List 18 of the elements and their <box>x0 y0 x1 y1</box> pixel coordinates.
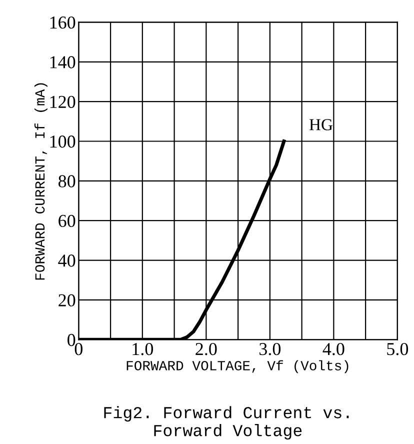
x-axis-title: FORWARD VOLTAGE, Vf (Volts) <box>126 360 348 374</box>
y-tick-label: 40 <box>58 254 76 267</box>
y-tick-label: 0 <box>68 334 76 346</box>
y-tick-label: 140 <box>50 56 76 68</box>
x-tick-label: 4.0 <box>322 342 344 356</box>
y-tick-label: 20 <box>58 294 76 306</box>
y-tick-label: 80 <box>58 175 76 188</box>
y-tick-label: 160 <box>50 16 76 29</box>
y-tick-label: 120 <box>50 96 76 108</box>
x-tick-label: 3.0 <box>260 342 281 356</box>
caption: Fig2. Forward Current vs. Forward Voltage <box>104 406 349 440</box>
y-tick-label: 100 <box>50 136 76 148</box>
x-tick-label: 1.0 <box>132 342 154 356</box>
x-tick-label: 2.0 <box>196 342 217 356</box>
y-tick-label: 60 <box>58 214 76 228</box>
series-label: HG <box>309 119 333 130</box>
y-axis-title: FORWARD CURRENT, If (mA) <box>34 83 48 280</box>
x-tick-label: 5.0 <box>387 342 408 356</box>
